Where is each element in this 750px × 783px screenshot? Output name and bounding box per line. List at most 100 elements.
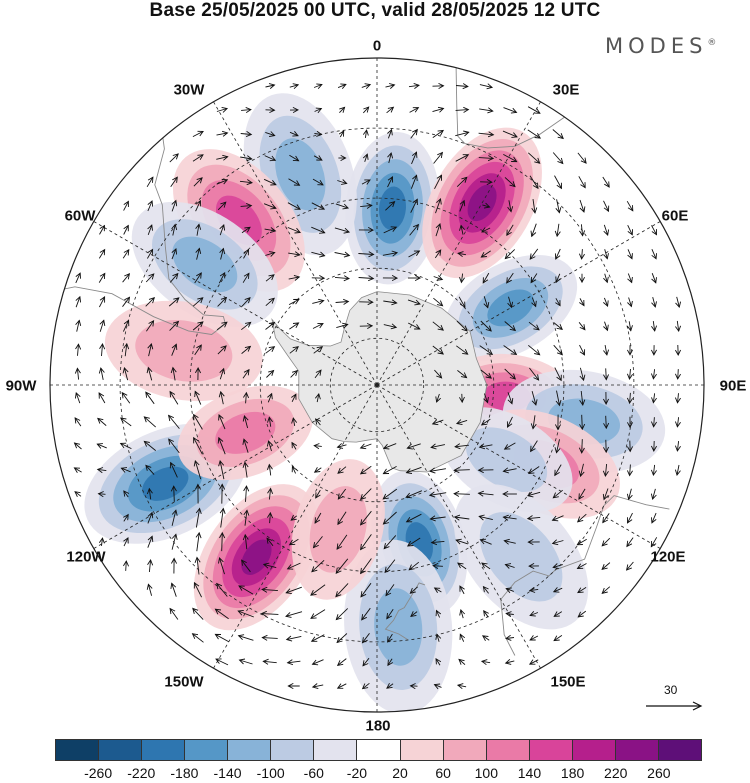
wind-arrow bbox=[171, 343, 178, 356]
wind-arrow bbox=[289, 83, 300, 90]
wind-arrow bbox=[120, 417, 132, 427]
wind-arrow bbox=[505, 587, 514, 594]
wind-arrow bbox=[382, 511, 397, 525]
wind-arrow bbox=[477, 467, 494, 474]
wind-arrow bbox=[265, 83, 276, 89]
wind-arrow bbox=[625, 561, 634, 571]
wind-arrow bbox=[479, 83, 494, 90]
wind-arrow bbox=[578, 249, 585, 260]
wind-arrow bbox=[75, 272, 81, 284]
wind-arrow bbox=[334, 251, 351, 258]
wind-arrow bbox=[147, 535, 154, 548]
wind-arrow bbox=[194, 390, 202, 405]
wind-arrow bbox=[314, 130, 323, 137]
lon-label-0: 0 bbox=[372, 37, 382, 55]
wind-arrow bbox=[361, 83, 372, 90]
wind-arrow bbox=[626, 488, 633, 501]
wind-arrow bbox=[338, 155, 347, 161]
wind-arrow bbox=[314, 418, 321, 426]
wind-arrow bbox=[504, 368, 516, 380]
wind-arrow bbox=[267, 487, 274, 500]
colorbar-cell bbox=[572, 740, 616, 760]
wind-arrow bbox=[405, 490, 423, 499]
wind-arrow bbox=[603, 391, 610, 405]
wind-arrow bbox=[98, 537, 105, 546]
wind-arrow bbox=[171, 509, 178, 526]
anomaly-contour bbox=[275, 138, 326, 211]
wind-arrow bbox=[313, 346, 324, 354]
wind-arrow bbox=[170, 582, 177, 597]
wind-arrow bbox=[360, 582, 372, 598]
lon-label-30w: 30W bbox=[173, 81, 205, 99]
wind-arrow bbox=[459, 633, 466, 642]
wind-arrow bbox=[171, 199, 178, 212]
map-border bbox=[49, 57, 705, 713]
wind-arrow bbox=[507, 296, 514, 309]
wind-arrow bbox=[242, 461, 249, 478]
wind-arrow bbox=[289, 154, 300, 162]
wind-arrow bbox=[428, 491, 447, 498]
wind-arrow bbox=[123, 513, 129, 522]
wind-arrow bbox=[384, 559, 396, 574]
wind-arrow bbox=[480, 418, 491, 426]
wind-arrow bbox=[314, 512, 322, 524]
colorbar-tick-label: 140 bbox=[517, 765, 542, 781]
colorbar-cell bbox=[615, 740, 659, 760]
wind-arrow bbox=[554, 414, 561, 431]
wind-arrow bbox=[529, 635, 539, 641]
wind-arrow bbox=[169, 461, 178, 478]
wind-arrow bbox=[123, 200, 129, 211]
wind-arrow bbox=[455, 538, 469, 545]
wind-arrow bbox=[504, 177, 516, 188]
wind-arrow bbox=[407, 322, 421, 330]
wind-arrow bbox=[529, 175, 539, 190]
wind-arrow bbox=[432, 129, 445, 138]
wind-arrow bbox=[408, 82, 420, 89]
wind-arrow bbox=[286, 659, 301, 666]
wind-arrow bbox=[577, 152, 587, 164]
wind-arrow bbox=[219, 483, 226, 504]
wind-arrow bbox=[504, 658, 515, 665]
wind-arrow bbox=[261, 634, 278, 641]
wind-arrow bbox=[310, 634, 325, 642]
wind-arrow bbox=[359, 510, 372, 526]
wind-arrow bbox=[146, 319, 155, 332]
wind-arrow bbox=[406, 443, 421, 450]
wind-arrow bbox=[120, 467, 131, 473]
wind-arrow bbox=[240, 131, 253, 138]
wind-arrow bbox=[528, 586, 539, 593]
map-disc bbox=[50, 58, 704, 712]
wind-arrow bbox=[651, 296, 657, 308]
wind-arrow bbox=[526, 515, 541, 522]
wind-arrow bbox=[481, 635, 490, 642]
wind-arrow bbox=[555, 199, 562, 214]
wind-arrow bbox=[479, 345, 494, 355]
longitude-line bbox=[213, 101, 378, 386]
wind-arrow bbox=[579, 298, 585, 307]
wind-arrow bbox=[334, 227, 351, 234]
wind-arrow bbox=[601, 562, 611, 571]
wind-arrow bbox=[626, 200, 634, 212]
wind-arrow bbox=[218, 459, 225, 480]
wind-arrow bbox=[603, 321, 609, 332]
wind-arrow bbox=[382, 250, 399, 257]
wind-arrow bbox=[529, 367, 540, 381]
wind-arrow bbox=[311, 559, 325, 573]
wind-arrow bbox=[361, 682, 370, 690]
wind-arrow bbox=[147, 200, 154, 212]
wind-arrow bbox=[577, 610, 587, 618]
antarctica-landmass bbox=[271, 291, 488, 473]
wind-arrow bbox=[435, 657, 442, 666]
wind-arrow bbox=[264, 227, 277, 234]
wind-arrow bbox=[290, 514, 298, 521]
wind-arrow bbox=[243, 509, 250, 526]
wind-arrow bbox=[287, 227, 301, 234]
wind-arrow bbox=[627, 321, 633, 332]
wind-arrow bbox=[579, 367, 586, 382]
wind-arrow bbox=[310, 584, 326, 596]
colorbar-tick-label: -260 bbox=[84, 765, 113, 781]
wind-arrow bbox=[434, 249, 442, 259]
longitude-line bbox=[376, 101, 541, 386]
wind-arrow bbox=[385, 584, 395, 597]
wind-arrow bbox=[382, 466, 397, 475]
